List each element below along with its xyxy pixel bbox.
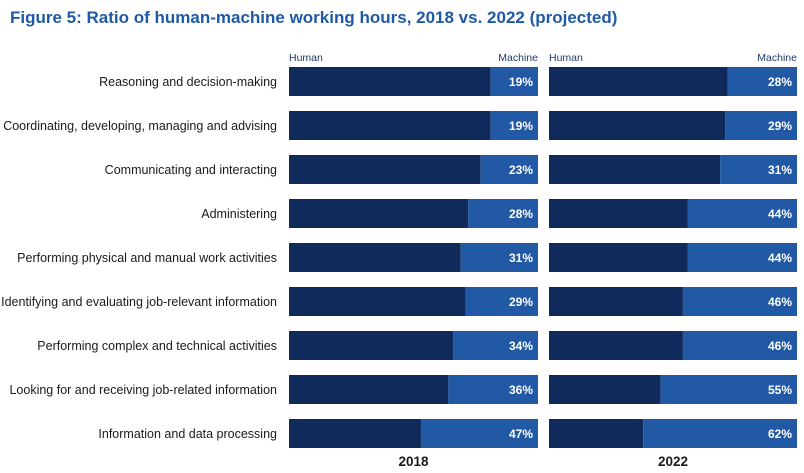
bar-machine xyxy=(660,375,797,404)
category-label: Communicating and interacting xyxy=(105,163,277,177)
bar-machine xyxy=(720,155,797,184)
bar-human xyxy=(289,199,469,228)
header-machine: Machine xyxy=(498,52,538,64)
bar-machine xyxy=(687,243,797,272)
data-label: 46% xyxy=(768,295,792,309)
bar-human xyxy=(549,199,688,228)
bar-machine xyxy=(460,243,538,272)
category-label: Coordinating, developing, managing and a… xyxy=(3,119,277,133)
header-human: Human xyxy=(289,52,323,64)
bar-human xyxy=(289,243,461,272)
data-label: 29% xyxy=(768,119,792,133)
category-label: Information and data processing xyxy=(98,427,277,441)
bar-machine xyxy=(682,287,797,316)
category-label: Identifying and evaluating job-relevant … xyxy=(1,295,277,309)
header-machine: Machine xyxy=(757,52,797,64)
data-label: 19% xyxy=(509,75,533,89)
bar-machine xyxy=(453,331,538,360)
bar-human xyxy=(289,155,481,184)
data-label: 36% xyxy=(509,383,533,397)
year-label: 2022 xyxy=(658,454,688,469)
bar-machine xyxy=(490,111,538,140)
data-label: 44% xyxy=(768,207,792,221)
bar-machine xyxy=(725,111,797,140)
bar-human xyxy=(549,243,688,272)
bar-human xyxy=(289,375,449,404)
bar-human xyxy=(549,419,644,448)
category-label: Reasoning and decision-making xyxy=(99,75,277,89)
bar-human xyxy=(289,111,491,140)
bar-machine xyxy=(480,155,538,184)
bar-human xyxy=(289,419,421,448)
bar-human xyxy=(549,111,726,140)
data-label: 28% xyxy=(768,75,792,89)
data-label: 44% xyxy=(768,251,792,265)
bar-machine xyxy=(468,199,538,228)
bar-human xyxy=(549,331,683,360)
bar-machine xyxy=(643,419,797,448)
data-label: 31% xyxy=(509,251,533,265)
bar-human xyxy=(289,287,466,316)
data-label: 34% xyxy=(509,339,533,353)
bar-human xyxy=(549,375,661,404)
data-label: 28% xyxy=(509,207,533,221)
bar-machine xyxy=(420,419,538,448)
category-label: Performing complex and technical activit… xyxy=(37,339,277,353)
bar-machine xyxy=(727,67,797,96)
header-human: Human xyxy=(549,52,583,64)
bar-human xyxy=(549,155,721,184)
data-label: 46% xyxy=(768,339,792,353)
data-label: 29% xyxy=(509,295,533,309)
category-label: Administering xyxy=(201,207,277,221)
bar-machine xyxy=(448,375,538,404)
bar-machine xyxy=(465,287,538,316)
bar-human xyxy=(289,67,491,96)
data-label: 55% xyxy=(768,383,792,397)
bar-machine xyxy=(687,199,797,228)
bar-human xyxy=(549,67,728,96)
chart-title: Figure 5: Ratio of human-machine working… xyxy=(10,8,618,27)
data-label: 19% xyxy=(509,119,533,133)
data-label: 62% xyxy=(768,427,792,441)
data-label: 47% xyxy=(509,427,533,441)
data-label: 31% xyxy=(768,163,792,177)
year-label: 2018 xyxy=(398,454,429,469)
bar-human xyxy=(289,331,454,360)
bar-human xyxy=(549,287,683,316)
bar-machine xyxy=(490,67,538,96)
data-label: 23% xyxy=(509,163,533,177)
category-label: Looking for and receiving job-related in… xyxy=(9,383,277,397)
category-label: Performing physical and manual work acti… xyxy=(17,251,277,265)
bar-machine xyxy=(682,331,797,360)
